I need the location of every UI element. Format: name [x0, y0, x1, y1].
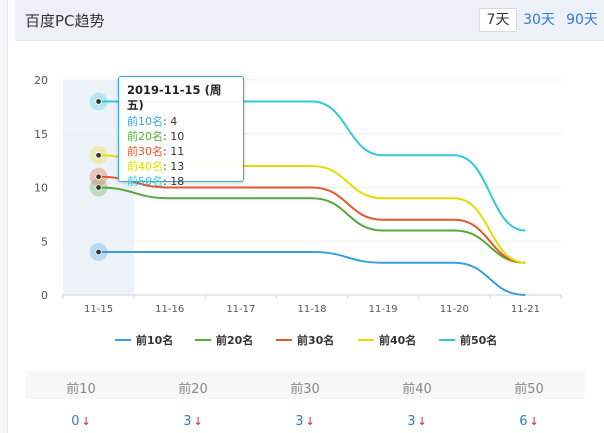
tooltip-row: 前50名: 18	[127, 174, 235, 189]
tooltip-row-label: 前50名	[127, 175, 163, 188]
stat-label: 前20	[178, 382, 208, 397]
tooltip-row-label: 前40名	[127, 160, 163, 173]
stat-label: 前40	[402, 382, 432, 397]
down-arrow-icon: ↓	[529, 415, 539, 428]
stat-value-number: 0	[71, 414, 80, 429]
rank-stats-header	[25, 371, 585, 399]
x-tick-label: 11-21	[511, 304, 540, 315]
stat-value[interactable]: 3 ↓	[361, 414, 473, 429]
chart-tooltip: 2019-11-15 (周五) 前10名: 4 前20名: 10 前30名: 11 前…	[118, 76, 244, 188]
data-point[interactable]	[95, 98, 102, 105]
range-tab-90[interactable]: 90天	[566, 12, 598, 28]
panel-title: 百度PC趋势	[25, 12, 105, 30]
data-point[interactable]	[95, 152, 102, 159]
stat-value-number: 3	[183, 414, 192, 429]
tooltip-row-label: 前30名	[127, 145, 163, 158]
data-point[interactable]	[95, 184, 102, 191]
tooltip-row: 前10名: 4	[127, 114, 235, 129]
series-line	[98, 175, 526, 264]
tooltip-row: 前40名: 13	[127, 159, 235, 174]
series-line	[98, 251, 526, 296]
range-tab-30[interactable]: 30天	[523, 12, 555, 28]
data-point[interactable]	[95, 248, 102, 256]
legend-label[interactable]: 前50名	[460, 333, 497, 347]
left-edge-border	[0, 0, 8, 433]
tooltip-row-value: : 13	[163, 160, 185, 173]
tooltip-row-label: 前20名	[127, 130, 163, 143]
y-tick-label: 0	[41, 289, 48, 302]
stat-value-number: 6	[519, 414, 528, 429]
stat-label: 前10	[66, 382, 96, 397]
down-arrow-icon: ↓	[193, 415, 203, 428]
y-tick-label: 10	[34, 182, 48, 195]
down-arrow-icon: ↓	[417, 415, 427, 428]
stat-label: 前30	[290, 382, 320, 397]
y-tick-label: 5	[41, 235, 48, 248]
baidu-pc-trend-panel: 百度PC趋势 7天 30天 90天 0 5 10 15 20 11-15 11-16 11-…	[15, 0, 604, 433]
tooltip-row: 前20名: 10	[127, 129, 235, 144]
data-point[interactable]	[95, 173, 102, 180]
tooltip-row-value: : 4	[163, 115, 178, 128]
stat-value[interactable]: 3 ↓	[249, 414, 361, 429]
panel-header: 百度PC趋势 7天 30天 90天	[15, 0, 604, 41]
stat-label: 前50	[514, 382, 544, 397]
x-tick-label: 11-15	[84, 304, 113, 315]
x-tick-label: 11-18	[297, 304, 326, 315]
down-arrow-icon: ↓	[305, 415, 315, 428]
tooltip-row-value: : 10	[163, 130, 185, 143]
legend-label[interactable]: 前40名	[379, 333, 416, 347]
x-tick-label: 11-19	[369, 304, 398, 315]
stat-value-number: 3	[295, 414, 304, 429]
x-tick-label: 11-16	[155, 304, 184, 315]
tooltip-date: 2019-11-15 (周五)	[127, 83, 222, 112]
range-tab-7[interactable]: 7天	[479, 8, 517, 32]
stat-value[interactable]: 3 ↓	[137, 414, 249, 429]
series-line	[98, 186, 526, 264]
stat-value[interactable]: 6 ↓	[473, 414, 585, 429]
tooltip-row-value: : 18	[163, 175, 185, 188]
stat-value-number: 3	[407, 414, 416, 429]
trend-chart: 0 5 10 15 20 11-15 11-16 11-17 11-18 11-19 11-20 1…	[15, 40, 604, 360]
legend-label[interactable]: 前30名	[297, 333, 334, 347]
trend-chart-svg: 0 5 10 15 20 11-15 11-16 11-17 11-18 11-19 11-20 1…	[34, 74, 562, 347]
down-arrow-icon: ↓	[81, 415, 91, 428]
legend-label[interactable]: 前20名	[216, 333, 253, 347]
legend-label[interactable]: 前10名	[136, 333, 173, 347]
y-tick-label: 15	[34, 128, 48, 141]
tooltip-row-label: 前10名	[127, 115, 163, 128]
y-tick-label: 20	[34, 74, 48, 87]
tooltip-row: 前30名: 11	[127, 144, 235, 159]
stat-value[interactable]: 0 ↓	[25, 414, 137, 429]
rank-stats-table: 前10 0 ↓ 前20 3 ↓ 前30 3 ↓ 前40 3 ↓ 前50 6 ↓	[25, 371, 585, 433]
tooltip-row-value: : 11	[163, 145, 185, 158]
x-tick-label: 11-20	[440, 304, 469, 315]
x-tick-label: 11-17	[226, 304, 255, 315]
